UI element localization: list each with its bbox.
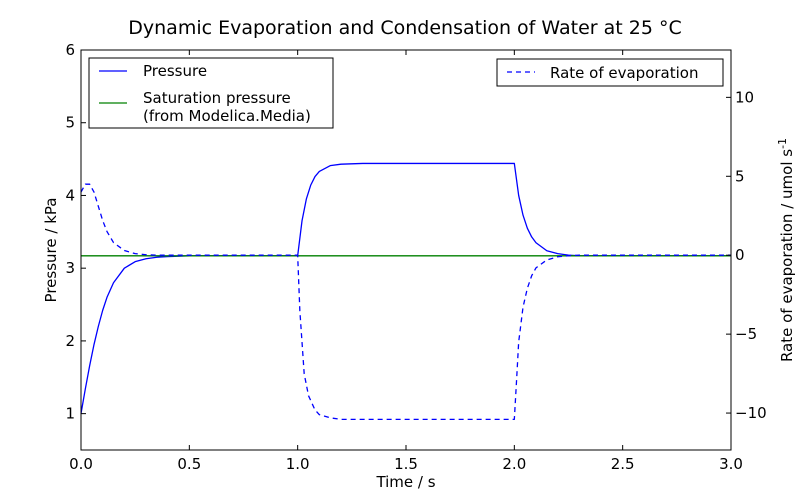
series-line-rate-of-evaporation (80, 183, 731, 421)
legend-saturation-label-line2: (from Modelica.Media) (143, 107, 311, 125)
y-left-tick-label: 3 (65, 259, 75, 277)
y-right-tick-label: 10 (735, 88, 754, 106)
y-left-tick-label: 1 (65, 405, 75, 423)
y-left-tick-label: 2 (65, 332, 75, 350)
series-line-pressure (80, 162, 731, 414)
y-left-tick-label: 6 (65, 41, 75, 59)
x-tick-label: 2.5 (611, 455, 635, 473)
y-axis-right-label-main: Rate of evaporation / umol s (778, 149, 796, 362)
x-tick-label: 2.0 (502, 455, 526, 473)
x-tick-label: 1.5 (394, 455, 418, 473)
chart-title: Dynamic Evaporation and Condensation of … (128, 17, 681, 39)
x-tick-label: 0.5 (177, 455, 201, 473)
y-right-tick-label: 5 (735, 167, 745, 185)
y-axis-right-label: Rate of evaporation / umol s-1 (776, 138, 796, 362)
legend-right: Rate of evaporation (496, 58, 724, 87)
plot-area: 0.0 0.5 1.0 1.5 2.0 2.5 3.0 1 2 3 4 5 6 −10 −5 0 5 10 (65, 41, 766, 473)
x-axis-label: Time / s (375, 473, 435, 491)
series-layer (80, 162, 731, 421)
x-tick-label: 0.0 (69, 455, 93, 473)
legend-saturation-label: Saturation pressure (143, 89, 291, 107)
x-tick-label: 3.0 (719, 455, 743, 473)
y-left-tick-label: 4 (65, 186, 75, 204)
y-right-tick-label: 0 (735, 246, 745, 264)
y-right-tick-label: −5 (735, 325, 757, 343)
ticks-layer: 0.0 0.5 1.0 1.5 2.0 2.5 3.0 1 2 3 4 5 6 −10 −5 0 5 10 (65, 41, 766, 473)
legend-pressure-label: Pressure (143, 62, 207, 80)
legend-left: Pressure Saturation pressure (from Model… (88, 57, 334, 129)
y-axis-right-label-sup: -1 (776, 138, 789, 149)
legend-evaporation-label: Rate of evaporation (550, 64, 698, 82)
y-left-tick-label: 5 (65, 114, 75, 132)
legend-right-box (496, 58, 724, 87)
legend-left-box (88, 57, 334, 129)
y-axis-left-label: Pressure / kPa (42, 198, 60, 303)
x-tick-label: 1.0 (286, 455, 310, 473)
y-right-tick-label: −10 (735, 404, 767, 422)
